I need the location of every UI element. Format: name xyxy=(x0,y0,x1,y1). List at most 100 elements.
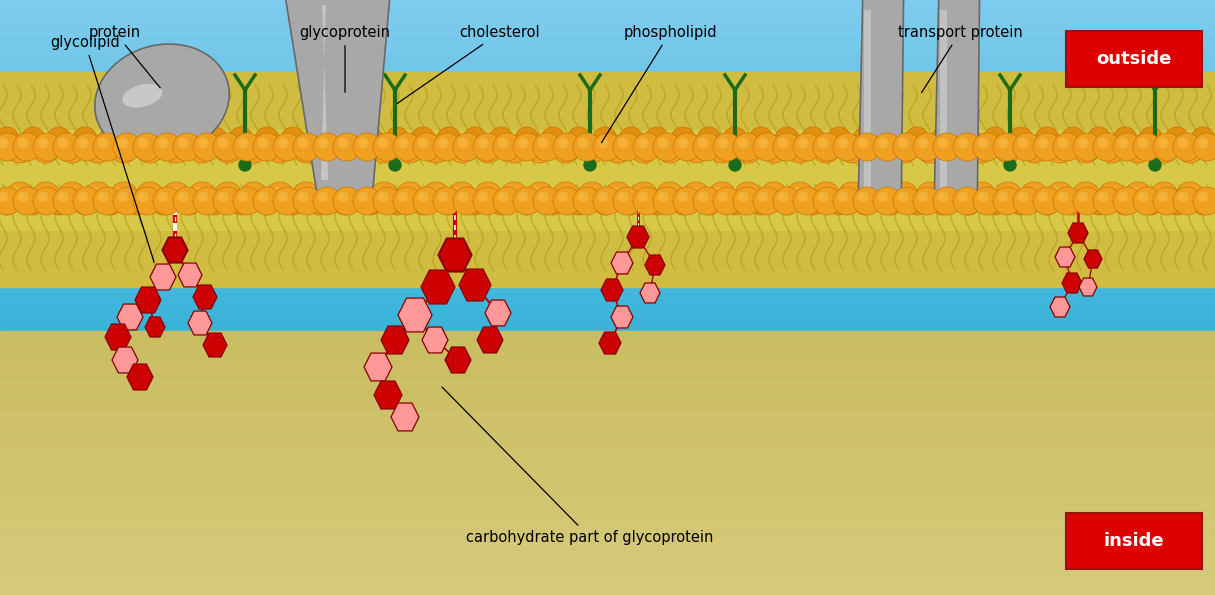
Circle shape xyxy=(193,187,221,215)
Circle shape xyxy=(463,127,487,151)
Bar xyxy=(0,344,1215,352)
Polygon shape xyxy=(163,238,187,262)
Circle shape xyxy=(878,191,903,215)
Circle shape xyxy=(198,137,208,148)
Circle shape xyxy=(584,159,597,171)
Circle shape xyxy=(1051,140,1063,152)
Circle shape xyxy=(1061,127,1085,151)
Circle shape xyxy=(389,159,401,171)
Bar xyxy=(0,567,1215,575)
Circle shape xyxy=(656,182,684,210)
Circle shape xyxy=(53,133,81,161)
Circle shape xyxy=(938,192,949,202)
Circle shape xyxy=(73,127,97,151)
Circle shape xyxy=(1113,187,1141,215)
Polygon shape xyxy=(1062,273,1083,293)
Circle shape xyxy=(968,135,996,163)
Ellipse shape xyxy=(123,84,163,108)
Circle shape xyxy=(610,187,621,199)
Circle shape xyxy=(473,133,501,161)
Circle shape xyxy=(151,191,175,215)
Circle shape xyxy=(953,187,981,215)
Circle shape xyxy=(526,135,554,163)
Circle shape xyxy=(718,137,728,148)
Bar xyxy=(0,46,1215,58)
Circle shape xyxy=(1033,133,1061,161)
Circle shape xyxy=(1035,191,1059,215)
Bar xyxy=(0,396,1215,405)
Circle shape xyxy=(1103,140,1114,152)
Circle shape xyxy=(818,192,829,202)
Circle shape xyxy=(378,137,389,148)
Circle shape xyxy=(1053,187,1081,215)
Circle shape xyxy=(515,191,539,215)
Circle shape xyxy=(733,187,761,215)
Circle shape xyxy=(298,137,309,148)
Bar xyxy=(0,481,1215,490)
Circle shape xyxy=(818,187,829,199)
Circle shape xyxy=(921,140,933,152)
Polygon shape xyxy=(179,263,202,287)
Circle shape xyxy=(838,135,866,163)
Circle shape xyxy=(498,137,508,148)
Bar xyxy=(0,337,1215,346)
Text: transport protein: transport protein xyxy=(898,25,1022,93)
Circle shape xyxy=(573,133,601,161)
Circle shape xyxy=(177,127,200,151)
Circle shape xyxy=(168,140,179,152)
Circle shape xyxy=(228,127,253,151)
Circle shape xyxy=(358,127,383,151)
Polygon shape xyxy=(193,285,217,309)
Circle shape xyxy=(827,127,850,151)
Circle shape xyxy=(1172,187,1200,215)
Circle shape xyxy=(428,140,439,152)
Circle shape xyxy=(448,182,476,210)
Bar xyxy=(0,462,1215,471)
Circle shape xyxy=(678,192,689,202)
Circle shape xyxy=(812,182,840,210)
Polygon shape xyxy=(611,306,633,328)
Circle shape xyxy=(385,127,409,151)
Circle shape xyxy=(713,187,724,199)
Circle shape xyxy=(898,192,909,202)
Circle shape xyxy=(298,140,309,152)
Circle shape xyxy=(354,133,382,161)
Circle shape xyxy=(765,140,776,152)
Polygon shape xyxy=(374,381,402,409)
Circle shape xyxy=(905,191,929,215)
Circle shape xyxy=(220,140,231,152)
Circle shape xyxy=(541,127,565,151)
Circle shape xyxy=(617,192,628,202)
Circle shape xyxy=(1124,135,1152,163)
Circle shape xyxy=(671,191,695,215)
Circle shape xyxy=(1058,137,1068,148)
Circle shape xyxy=(838,182,866,210)
Polygon shape xyxy=(439,239,471,271)
Circle shape xyxy=(656,135,684,163)
Circle shape xyxy=(968,182,996,210)
Circle shape xyxy=(198,192,208,202)
Circle shape xyxy=(113,187,141,215)
Polygon shape xyxy=(1050,297,1070,317)
Circle shape xyxy=(858,137,869,148)
Circle shape xyxy=(385,191,409,215)
Bar xyxy=(0,86,1215,98)
Circle shape xyxy=(217,192,228,202)
Bar xyxy=(0,172,1215,184)
Text: cholesterol: cholesterol xyxy=(397,25,541,104)
Text: outside: outside xyxy=(1096,50,1171,68)
Circle shape xyxy=(858,192,869,202)
Circle shape xyxy=(255,127,279,151)
Circle shape xyxy=(1078,137,1089,148)
Circle shape xyxy=(217,137,228,148)
Circle shape xyxy=(518,192,529,202)
Circle shape xyxy=(258,192,269,202)
Circle shape xyxy=(518,137,529,148)
Polygon shape xyxy=(627,226,649,248)
Circle shape xyxy=(713,133,741,161)
Circle shape xyxy=(567,191,590,215)
Circle shape xyxy=(973,187,1001,215)
Circle shape xyxy=(493,187,521,215)
Circle shape xyxy=(63,187,74,199)
Circle shape xyxy=(177,137,188,148)
